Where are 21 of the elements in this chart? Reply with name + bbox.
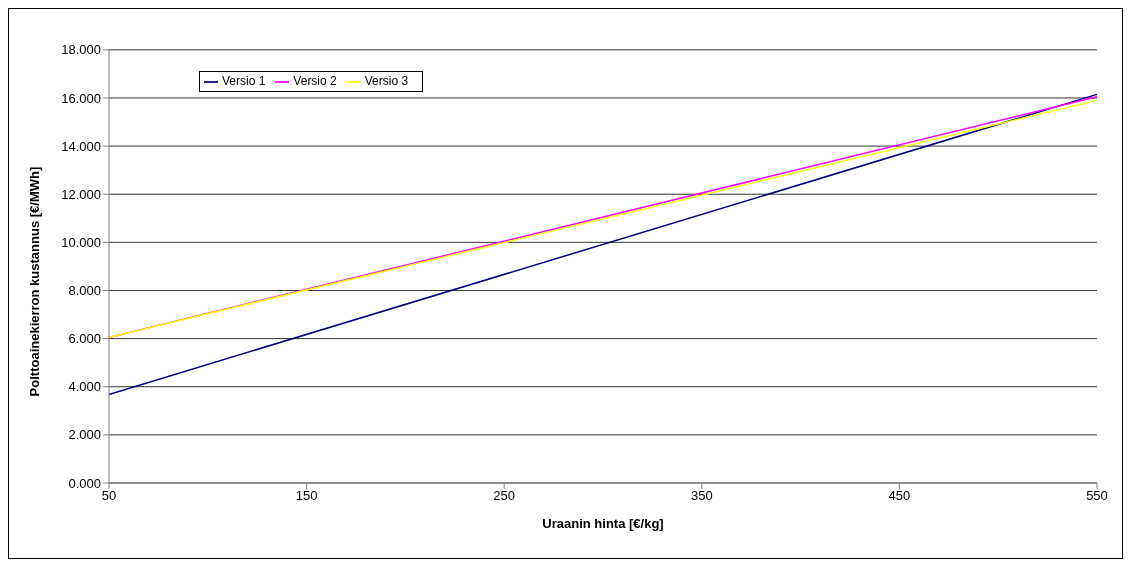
x-tick-label: 350 [690,488,713,504]
y-tick-label: 16.000 [61,90,101,106]
legend-label: Versio 1 [222,74,266,88]
x-tick-label: 550 [1086,488,1108,504]
legend-label: Versio 2 [293,74,337,88]
x-tick-label: 450 [888,488,911,504]
y-tick-label: 18.000 [61,42,101,58]
y-tick-label: 2.000 [68,427,101,443]
y-tick-label: 0.000 [68,475,101,491]
legend-label: Versio 3 [364,74,409,88]
x-tick-label: 250 [493,488,516,504]
y-tick-label: 8.000 [68,283,101,299]
x-tick-label: 150 [295,488,318,504]
y-tick-label: 12.000 [61,186,101,202]
y-tick-label: 4.000 [68,379,101,395]
x-axis-title: Uraanin hinta [€/kg] [542,516,664,531]
x-tick-label: 50 [101,488,117,504]
y-tick-label: 10.000 [61,234,101,250]
y-tick-label: 14.000 [61,138,101,154]
y-axis-title: Polttoainekierron kustannus [€/MWh] [26,166,42,397]
y-tick-label: 6.000 [68,331,101,347]
